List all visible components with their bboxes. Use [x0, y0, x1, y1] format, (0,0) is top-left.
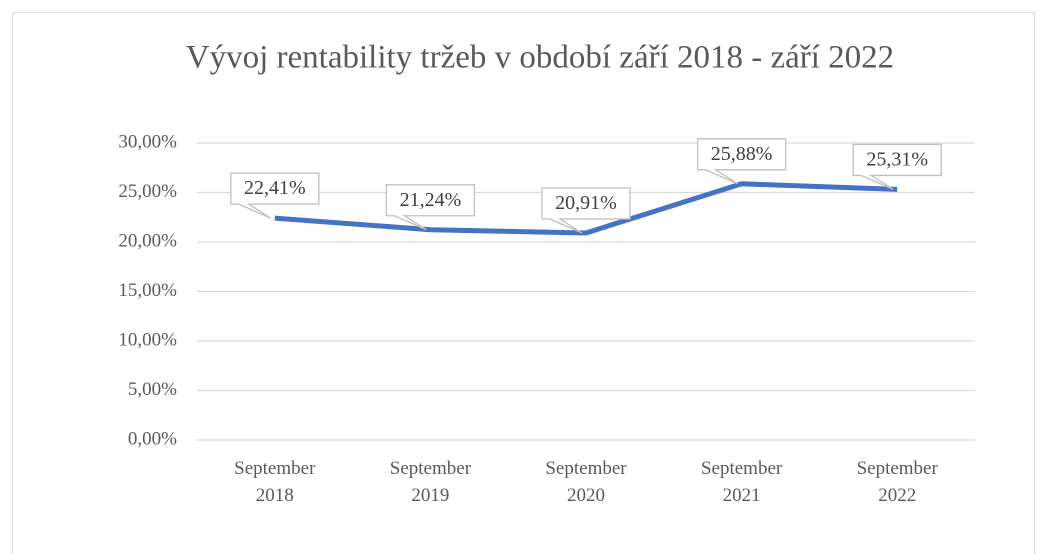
y-tick-label: 10,00% [118, 329, 177, 350]
x-tick-label: September 2022 [857, 458, 939, 506]
label-box [696, 138, 787, 185]
y-tick-label: 15,00% [118, 280, 177, 301]
data-label: 22,41% [244, 177, 306, 199]
label-box [541, 187, 631, 234]
y-tick-label: 5,00% [128, 379, 177, 400]
data-label: 25,88% [711, 143, 773, 165]
y-tick-label: 0,00% [128, 428, 177, 449]
chart-border [12, 12, 1035, 554]
label-box [230, 172, 320, 219]
y-tick-label: 30,00% [118, 131, 177, 152]
chart-title: Vývoj rentability tržeb v období září 20… [186, 40, 894, 76]
label-box [852, 143, 942, 191]
label-box [385, 184, 476, 231]
x-tick-label: September 2020 [545, 458, 627, 506]
line [274, 181, 898, 236]
y-tick-label: 20,00% [118, 230, 177, 251]
x-tick-label: September 2021 [701, 458, 783, 506]
x-tick-label: September 2018 [234, 458, 316, 506]
data-label: 21,24% [400, 189, 462, 211]
y-tick-label: 25,00% [118, 181, 177, 202]
data-label: 25,31% [866, 149, 928, 171]
x-tick-label: September 2019 [390, 458, 472, 506]
data-label: 20,91% [555, 192, 617, 214]
